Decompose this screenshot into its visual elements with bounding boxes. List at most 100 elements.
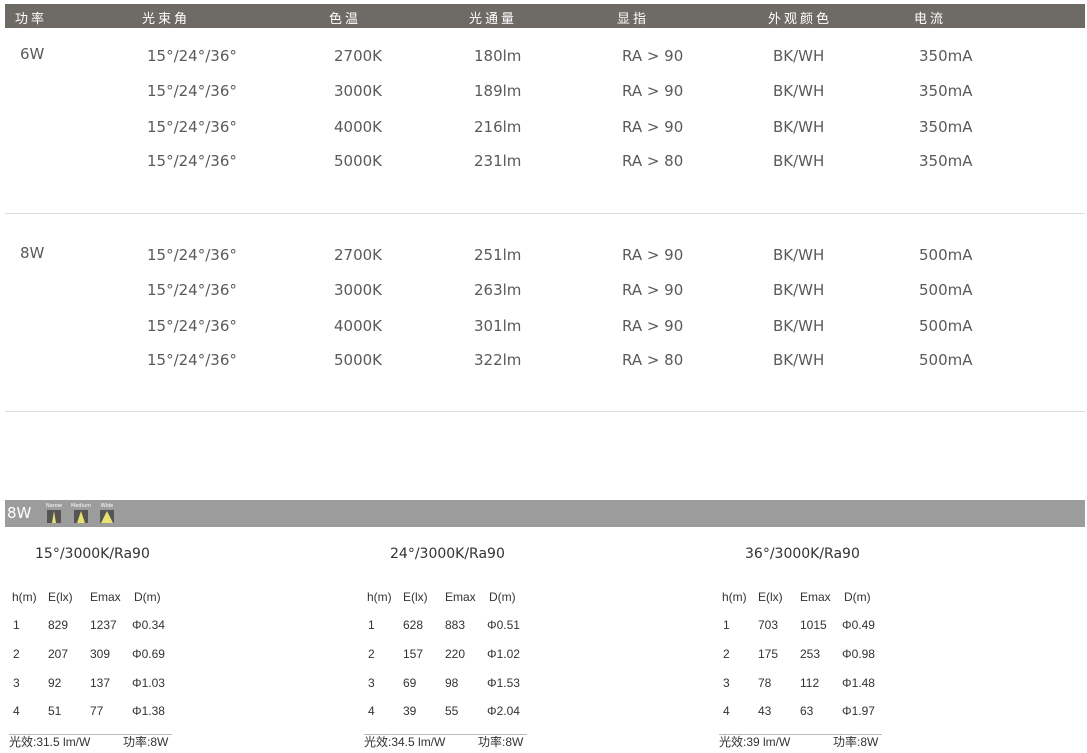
table-cell: 4 — [368, 704, 375, 718]
table-cell: 98 — [445, 676, 459, 690]
efficacy-label: 光效:31.5 lm/W — [9, 735, 91, 749]
spec-cell: 5000K — [334, 351, 383, 369]
power-label: 功率:8W — [478, 735, 524, 749]
spec-cell: RA > 90 — [622, 246, 684, 264]
table-cell: 2 — [13, 647, 20, 661]
table-cell: Φ0.49 — [842, 618, 875, 632]
table-cell: Φ2.04 — [487, 704, 520, 718]
table-cell: Φ1.53 — [487, 676, 520, 690]
header-3: 光通量 — [469, 12, 518, 27]
table-cell: 92 — [48, 676, 62, 690]
table-cell: 77 — [90, 704, 104, 718]
table-cell: 3 — [13, 676, 20, 690]
spec-cell: BK/WH — [773, 118, 825, 136]
spec-cell: 15°/24°/36° — [147, 47, 237, 65]
table-cell: 137 — [90, 676, 111, 690]
table-cell: Φ0.69 — [132, 647, 165, 661]
power-label: 6W — [20, 45, 45, 63]
spec-cell: 5000K — [334, 152, 383, 170]
table-cell: 829 — [48, 618, 69, 632]
beam-angle-icon — [74, 510, 88, 523]
spec-cell: 3000K — [334, 82, 383, 100]
light-cone-icon — [52, 511, 56, 523]
table-cell: 39 — [403, 704, 417, 718]
table-cell: 1015 — [800, 618, 827, 632]
spec-cell: 15°/24°/36° — [147, 82, 237, 100]
table-cell: 157 — [403, 647, 424, 661]
photometric-section-bar: 8W Narow Medium Wide — [5, 500, 1085, 527]
table-cell: Φ0.98 — [842, 647, 875, 661]
table-cell: 2 — [723, 647, 730, 661]
spec-cell: 3000K — [334, 281, 383, 299]
table-cell: 1 — [368, 618, 375, 632]
spec-cell: BK/WH — [773, 246, 825, 264]
spec-cell: 500mA — [919, 317, 973, 335]
table-cell: 175 — [758, 647, 779, 661]
spec-cell: 2700K — [334, 47, 383, 65]
spec-cell: BK/WH — [773, 152, 825, 170]
table-title: 36°/3000K/Ra90 — [745, 546, 860, 562]
beam-icon-medium: Medium — [71, 503, 91, 523]
beam-angle-icon — [100, 510, 114, 523]
column-header: h(m) — [722, 590, 747, 604]
header-2: 色温 — [329, 12, 362, 27]
table-cell: 1 — [13, 618, 20, 632]
table-footer: 光效:34.5 lm/W 功率:8W — [364, 733, 527, 749]
table-title: 24°/3000K/Ra90 — [390, 546, 505, 562]
table-cell: 1237 — [90, 618, 117, 632]
header-4: 显指 — [617, 12, 650, 27]
column-header: Emax — [90, 590, 121, 604]
beam-label: Wide — [100, 503, 114, 509]
spec-cell: 231lm — [474, 152, 522, 170]
spec-cell: 322lm — [474, 351, 522, 369]
table-cell: 43 — [758, 704, 772, 718]
column-header: h(m) — [12, 590, 37, 604]
light-cone-icon — [101, 511, 113, 523]
beam-label: Medium — [71, 503, 91, 509]
spec-table-header: 功率 光束角 色温 光通量 显指 外观颜色 电流 — [5, 4, 1085, 28]
spec-cell: 15°/24°/36° — [147, 281, 237, 299]
header-0: 功率 — [15, 12, 48, 27]
beam-label: Narow — [46, 503, 62, 509]
power-label: 功率:8W — [123, 735, 169, 749]
header-5: 外观颜色 — [768, 12, 833, 27]
table-cell: 628 — [403, 618, 424, 632]
table-cell: 4 — [723, 704, 730, 718]
table-cell: Φ1.02 — [487, 647, 520, 661]
spec-cell: 500mA — [919, 246, 973, 264]
table-cell: Φ0.34 — [132, 618, 165, 632]
spec-cell: RA > 90 — [622, 118, 684, 136]
table-cell: 51 — [48, 704, 62, 718]
section-power-label: 8W — [7, 504, 32, 522]
spec-cell: BK/WH — [773, 47, 825, 65]
spec-cell: 350mA — [919, 82, 973, 100]
spec-cell: 15°/24°/36° — [147, 351, 237, 369]
spec-cell: 4000K — [334, 118, 383, 136]
divider — [5, 411, 1085, 412]
column-header: D(m) — [489, 590, 516, 604]
table-title: 15°/3000K/Ra90 — [35, 546, 150, 562]
spec-cell: 15°/24°/36° — [147, 246, 237, 264]
spec-cell: RA > 90 — [622, 82, 684, 100]
column-header: Emax — [445, 590, 476, 604]
column-header: D(m) — [134, 590, 161, 604]
spec-cell: 350mA — [919, 118, 973, 136]
beam-angle-icon — [47, 510, 61, 523]
spec-cell: 500mA — [919, 281, 973, 299]
header-6: 电流 — [914, 12, 947, 27]
power-label: 8W — [20, 244, 45, 262]
spec-cell: BK/WH — [773, 281, 825, 299]
power-label: 功率:8W — [833, 735, 879, 749]
table-cell: 4 — [13, 704, 20, 718]
spec-cell: RA > 90 — [622, 317, 684, 335]
column-header: E(lx) — [403, 590, 428, 604]
column-header: D(m) — [844, 590, 871, 604]
spec-cell: 180lm — [474, 47, 522, 65]
spec-cell: 350mA — [919, 152, 973, 170]
table-footer: 光效:31.5 lm/W 功率:8W — [9, 733, 172, 749]
table-cell: 883 — [445, 618, 466, 632]
spec-cell: 189lm — [474, 82, 522, 100]
spec-cell: 15°/24°/36° — [147, 152, 237, 170]
spec-cell: 4000K — [334, 317, 383, 335]
table-cell: Φ1.38 — [132, 704, 165, 718]
